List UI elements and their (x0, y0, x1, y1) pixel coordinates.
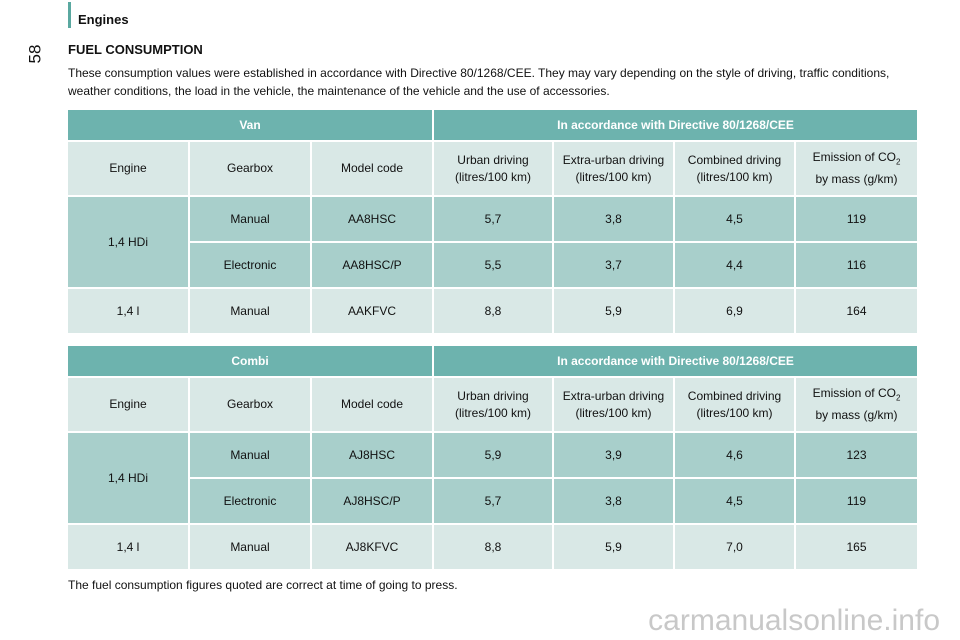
data-cell: 8,8 (434, 525, 552, 569)
data-cell: Manual (190, 433, 310, 477)
column-header: Combined driving (litres/100 km) (675, 378, 794, 431)
footnote: The fuel consumption figures quoted are … (68, 578, 458, 592)
data-cell: 3,7 (554, 243, 673, 287)
data-cell: 3,9 (554, 433, 673, 477)
data-cell: 4,6 (675, 433, 794, 477)
data-cell: 119 (796, 197, 917, 241)
data-cell: 3,8 (554, 479, 673, 523)
data-cell: Manual (190, 525, 310, 569)
column-header: Engine (68, 378, 188, 431)
data-cell: 4,5 (675, 197, 794, 241)
data-cell: 5,9 (554, 525, 673, 569)
data-cell: 4,5 (675, 479, 794, 523)
data-cell: AJ8HSC/P (312, 479, 432, 523)
header-bar (68, 2, 71, 28)
title: FUEL CONSUMPTION (68, 42, 203, 57)
table-vehicle: Van (68, 110, 432, 140)
data-cell: 123 (796, 433, 917, 477)
data-cell: Electronic (190, 479, 310, 523)
engine-cell: 1,4 HDi (68, 433, 188, 523)
table-directive: In accordance with Directive 80/1268/CEE (434, 110, 917, 140)
engine-cell: 1,4 l (68, 289, 188, 333)
column-header: Emission of CO2 by mass (g/km) (796, 378, 917, 431)
data-cell: AAKFVC (312, 289, 432, 333)
engine-cell: 1,4 l (68, 525, 188, 569)
data-cell: AJ8KFVC (312, 525, 432, 569)
data-cell: 4,4 (675, 243, 794, 287)
data-cell: 116 (796, 243, 917, 287)
page-number: 58 (25, 44, 45, 64)
column-header: Urban driving (litres/100 km) (434, 142, 552, 195)
data-cell: AA8HSC (312, 197, 432, 241)
data-cell: 165 (796, 525, 917, 569)
column-header: Gearbox (190, 142, 310, 195)
column-header: Gearbox (190, 378, 310, 431)
data-cell: 5,9 (434, 433, 552, 477)
data-cell: 5,7 (434, 479, 552, 523)
table-directive: In accordance with Directive 80/1268/CEE (434, 346, 917, 376)
intro: These consumption values were establishe… (68, 66, 890, 98)
emission-subscript: 2 (895, 157, 901, 167)
data-cell: 164 (796, 289, 917, 333)
table-vehicle: Combi (68, 346, 432, 376)
column-header: Extra-urban driving (litres/100 km) (554, 142, 673, 195)
data-cell: Manual (190, 289, 310, 333)
data-cell: 119 (796, 479, 917, 523)
data-cell: 8,8 (434, 289, 552, 333)
data-cell: Manual (190, 197, 310, 241)
emission-text: Emission of CO (812, 386, 896, 401)
emission-header: Emission of CO2 by mass (g/km) (813, 149, 901, 187)
section-title: Engines (78, 12, 129, 27)
emission-subscript: 2 (895, 393, 901, 403)
column-header: Extra-urban driving (litres/100 km) (554, 378, 673, 431)
emission-header: Emission of CO2 by mass (g/km) (813, 385, 901, 423)
data-cell: 5,5 (434, 243, 552, 287)
emission-line2: by mass (g/km) (815, 171, 898, 186)
column-header: Model code (312, 378, 432, 431)
data-cell: AA8HSC/P (312, 243, 432, 287)
data-cell: AJ8HSC (312, 433, 432, 477)
column-header: Urban driving (litres/100 km) (434, 378, 552, 431)
emission-line2: by mass (g/km) (815, 407, 898, 422)
column-header: Combined driving (litres/100 km) (675, 142, 794, 195)
data-cell: 6,9 (675, 289, 794, 333)
column-header: Emission of CO2 by mass (g/km) (796, 142, 917, 195)
engine-cell: 1,4 HDi (68, 197, 188, 287)
emission-text: Emission of CO (812, 150, 896, 165)
data-cell: 5,9 (554, 289, 673, 333)
data-cell: Electronic (190, 243, 310, 287)
column-header: Model code (312, 142, 432, 195)
data-cell: 3,8 (554, 197, 673, 241)
data-cell: 7,0 (675, 525, 794, 569)
column-header: Engine (68, 142, 188, 195)
watermark: carmanualsonline.info (648, 604, 940, 637)
data-cell: 5,7 (434, 197, 552, 241)
